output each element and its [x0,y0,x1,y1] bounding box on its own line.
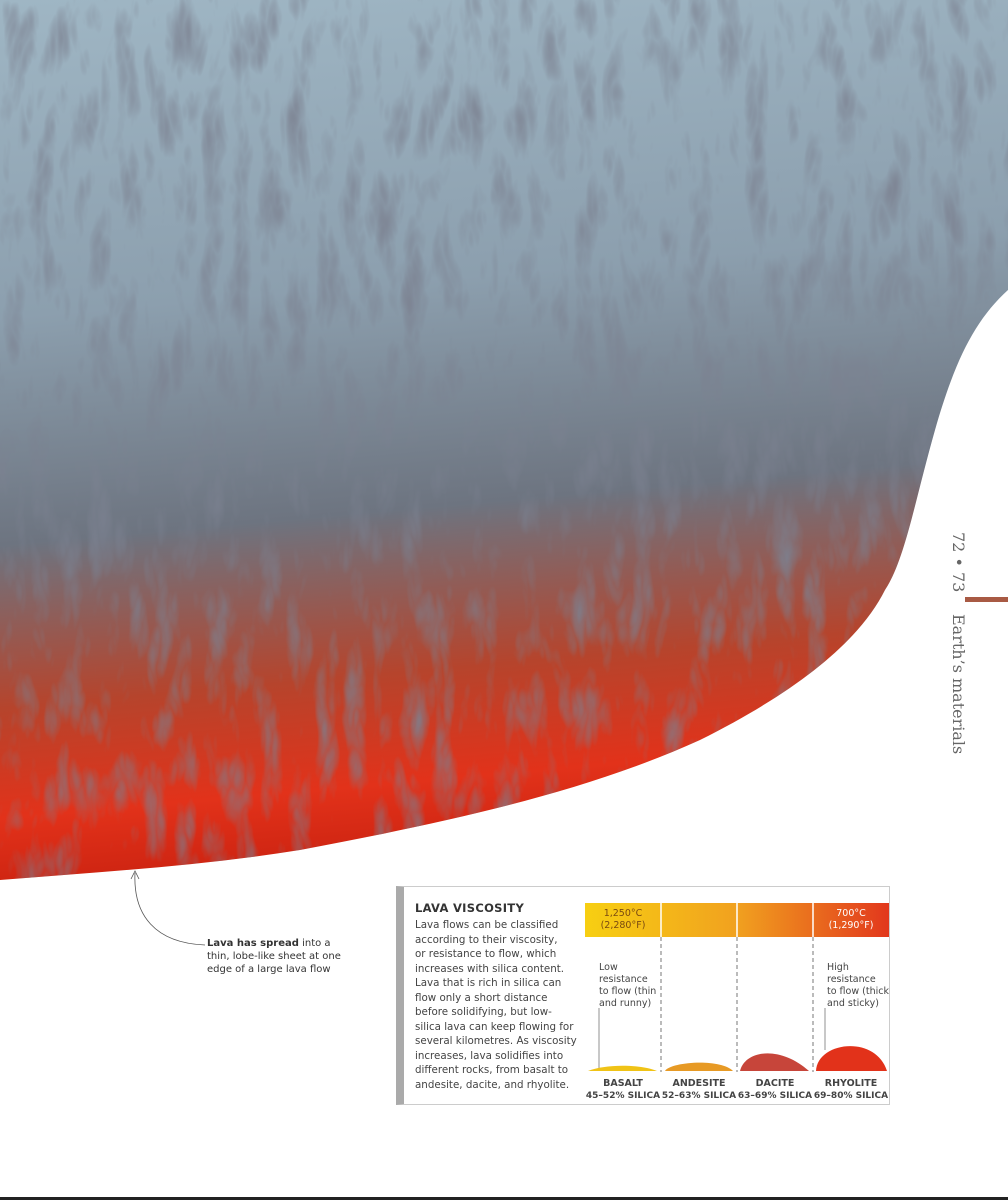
lava-photo [0,0,1008,880]
body-line: increases with silica content. [415,962,565,975]
bottom-rule [0,1197,1008,1200]
viscosity-diagram: 1,250°C (2,280°F) 700°C (1,290°F) Lowres… [585,903,889,1101]
resistance-label: to flow (thin [599,986,656,997]
resistance-label: resistance [599,974,648,985]
caption-line: thin, lobe-like sheet at one [207,951,341,962]
body-line: Lava that is rich in silica can [415,977,562,989]
resistance-label: resistance [827,974,876,985]
page-number: 72 • 73 [949,532,968,593]
caption: Lava has spread into a thin, lobe-like s… [207,937,341,976]
body-line: different rocks, from basalt to [415,1064,569,1076]
caption-line: into a [302,938,331,949]
sidebar-body: Lava flows can be classified according to… [415,918,577,1092]
caption-line: edge of a large lava flow [207,964,331,975]
silica-range: 69–80% SILICA [814,1091,888,1101]
body-line: several kilometres. As viscosity [415,1035,577,1047]
body-line: according to their viscosity, [415,933,558,946]
sidebar-title: LAVA VISCOSITY [415,901,525,915]
resistance-label: and runny) [599,998,651,1009]
resistance-label: to flow (thick [827,986,889,997]
silica-range: 45–52% SILICA [586,1091,660,1101]
dacite-flow [740,1053,809,1071]
section-title: Earth’s materials [949,614,968,755]
resistance-label: High [827,962,849,973]
lava-name: BASALT [603,1078,643,1089]
body-line: increases, lava solidifies into [415,1049,564,1062]
silica-range: 52–63% SILICA [662,1091,736,1101]
body-line: before solidifying, but low- [415,1006,552,1018]
body-line: flow only a short distance [415,991,548,1004]
sidebar-box [396,886,890,1105]
body-line: silica lava can keep flowing for [415,1020,574,1033]
body-line: andesite, dacite, and rhyolite. [415,1078,570,1091]
temperature: 1,250°C [604,908,643,919]
body-line: or resistance to flow, which [415,948,557,960]
lava-name: RHYOLITE [825,1078,877,1089]
resistance-label: Low [599,962,618,973]
temperature: (2,280°F) [601,920,646,931]
temperature: 700°C [836,908,866,919]
basalt-flow [588,1065,657,1071]
silica-range: 63–69% SILICA [738,1091,812,1101]
caption-bold: Lava has spread [207,938,299,949]
callout-arrow [130,870,206,946]
section-bar [965,597,1008,602]
lava-name: ANDESITE [672,1078,725,1089]
rhyolite-flow [816,1046,887,1071]
lava-name: DACITE [756,1078,795,1089]
resistance-label: and sticky) [827,998,879,1009]
body-line: Lava flows can be classified [415,919,559,931]
temperature: (1,290°F) [829,920,874,931]
andesite-flow [665,1062,733,1071]
